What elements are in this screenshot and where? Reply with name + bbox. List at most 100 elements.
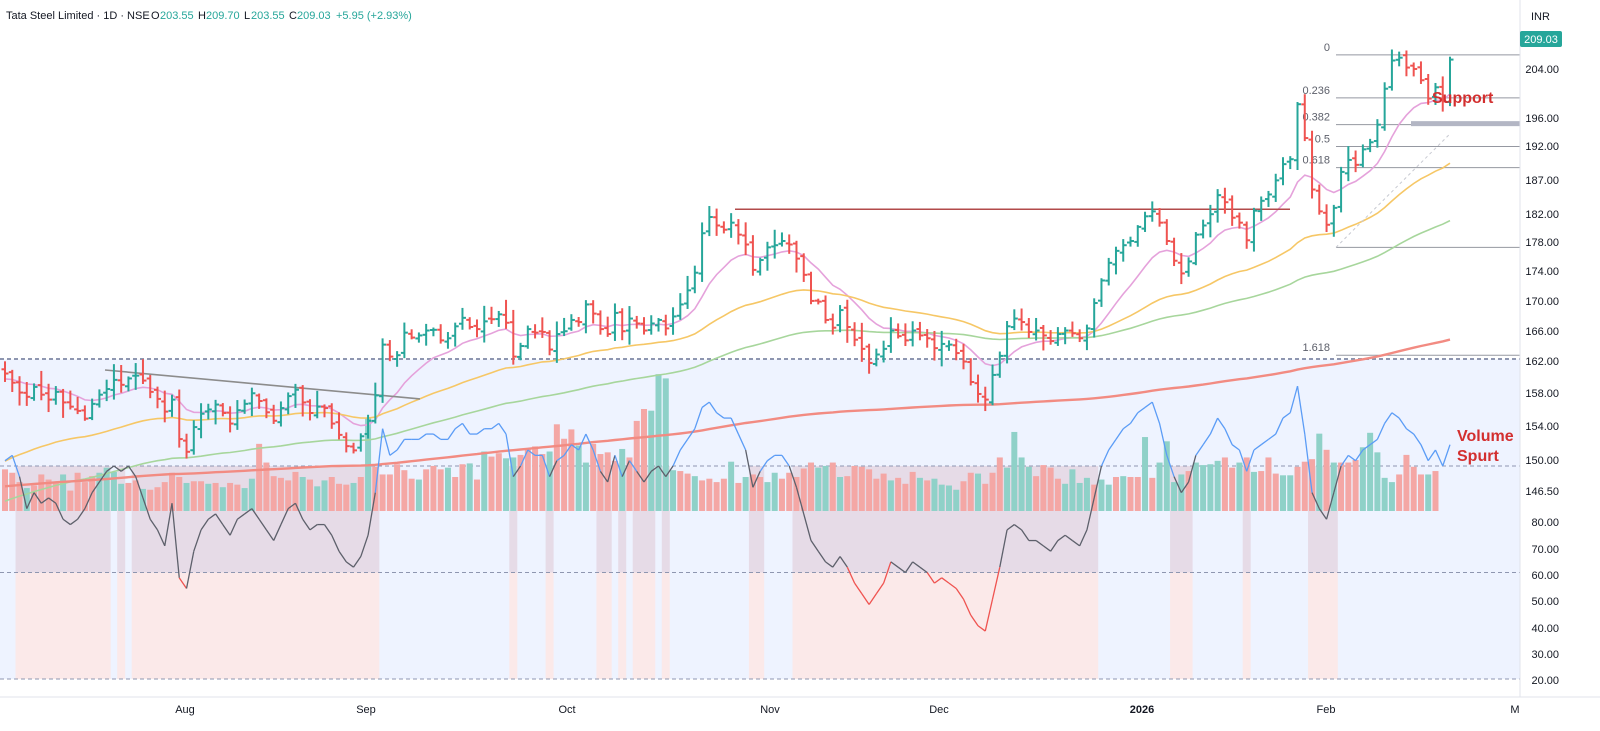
close-value: 209.03: [297, 10, 331, 22]
volume-bar: [198, 481, 205, 511]
ohlc-bar: [1206, 204, 1214, 238]
volume-bar: [1301, 461, 1308, 511]
rsi-zone-mid: [509, 466, 518, 573]
ohlc-bar: [1119, 239, 1127, 262]
ohlc-bar: [153, 386, 161, 409]
volume-bar: [132, 480, 139, 511]
ohlc-bar: [110, 364, 118, 400]
ohlc-bar: [270, 404, 278, 424]
ohlc-bar: [625, 306, 633, 345]
ohlc-bar: [241, 399, 249, 414]
volume-bar: [1025, 466, 1032, 511]
rsi-segment: [1333, 465, 1342, 493]
volume-bar: [1185, 471, 1192, 511]
rsi-segment: [795, 487, 805, 515]
volume-bar: [1178, 474, 1185, 511]
ohlc-bar: [1424, 74, 1432, 105]
rsi-segment: [839, 556, 848, 568]
volume-bar: [452, 477, 459, 511]
rsi-segment: [222, 524, 231, 536]
rsi-segment: [185, 551, 195, 589]
volume-bar: [524, 448, 531, 511]
rsi-segment: [832, 556, 841, 568]
volume-bar: [459, 464, 466, 511]
volume-bar: [169, 472, 176, 511]
rsi-segment: [164, 503, 173, 546]
rsi-segment: [897, 566, 906, 574]
ohlc-bar: [226, 406, 234, 433]
ohlc-bar: [393, 351, 401, 367]
ohlc-bar: [698, 222, 706, 282]
ohlc-bar: [1381, 82, 1389, 131]
ohlc-bar: [1359, 144, 1367, 168]
volume-bar: [931, 478, 938, 511]
volume-bar: [1047, 467, 1054, 511]
ohlc-bar: [1199, 219, 1207, 239]
volume-bar: [481, 451, 488, 511]
rsi-zone-low: [618, 572, 627, 679]
rsi-segment: [1166, 455, 1175, 477]
volume-bar: [103, 467, 110, 511]
rsi-segment: [679, 439, 689, 451]
rsi-segment: [1115, 428, 1124, 440]
time-tick-Dec: Dec: [929, 704, 949, 716]
ohlc-bar: [1134, 225, 1142, 247]
time-tick-Aug: Aug: [175, 704, 195, 716]
rsi-segment: [11, 455, 21, 477]
rsi-segment: [788, 465, 798, 488]
ohlc-bar: [684, 275, 692, 309]
ohlc-bar: [415, 332, 423, 343]
ohlc-bar: [989, 364, 997, 406]
rsi-segment: [1093, 465, 1103, 499]
volume-bar: [945, 485, 952, 511]
volume-bar: [38, 474, 45, 511]
rsi-segment: [694, 407, 703, 429]
rsi-segment: [912, 561, 921, 568]
ohlc-bar: [52, 386, 60, 405]
ohlc-bar: [901, 323, 909, 347]
volume-bar: [285, 480, 292, 511]
ohlc-bar: [720, 221, 728, 234]
ohlc-bar: [1047, 330, 1055, 345]
ohlc-bar: [872, 348, 880, 367]
volume-bar: [670, 470, 677, 511]
ohlc-bar: [822, 295, 830, 324]
rsi-segment: [607, 455, 616, 483]
ohlc-bar: [1373, 119, 1381, 148]
ohlc-bar: [444, 332, 452, 349]
last-price-value: 209.03: [1524, 34, 1558, 46]
volume-bar: [1403, 454, 1410, 511]
rsi-segment: [904, 561, 914, 573]
ohlc-bar: [66, 390, 74, 410]
price-tick-166.00: 166.00: [1525, 326, 1559, 338]
support-zone: [1411, 121, 1520, 127]
ohlc-bar: [299, 385, 307, 417]
ohlc-bar: [1228, 195, 1236, 226]
ohlc-bar: [124, 376, 132, 392]
rsi-segment: [803, 513, 812, 541]
fib-trend-line: [1335, 133, 1451, 248]
rsi-tick-20.00: 20.00: [1531, 675, 1559, 687]
volume-bar: [648, 410, 655, 511]
rsi-segment: [759, 460, 768, 472]
rsi-segment: [193, 529, 202, 552]
ohlc-bar: [1141, 211, 1149, 232]
rsi-segment: [1268, 433, 1277, 440]
ohlc-bar: [1163, 219, 1171, 246]
volume-bar: [110, 471, 117, 511]
rsi-segment: [1217, 417, 1226, 430]
volume-bar: [561, 438, 568, 511]
volume-bar: [277, 477, 284, 511]
volume-bar: [1345, 462, 1352, 511]
price-tick-204.00: 204.00: [1525, 64, 1559, 76]
ohlc-bar: [1090, 298, 1098, 338]
support-annotation: Support: [1432, 90, 1494, 107]
rsi-zone-low: [1308, 572, 1338, 679]
volume-bar: [713, 482, 720, 511]
ohlc-bar: [916, 321, 924, 341]
rsi-segment: [302, 518, 311, 531]
ohlc-bar: [1039, 325, 1047, 351]
rsi-segment: [556, 454, 565, 462]
rsi-segment: [1187, 455, 1197, 483]
rsi-segment: [1260, 438, 1269, 446]
